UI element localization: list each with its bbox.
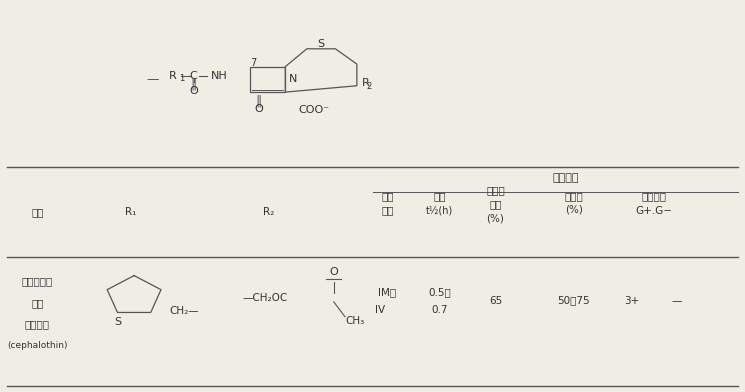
Text: O: O <box>254 103 263 114</box>
Text: 头孢咀吱: 头孢咀吱 <box>25 319 50 329</box>
Text: 3+: 3+ <box>624 296 639 306</box>
Text: 给药: 给药 <box>381 191 393 201</box>
Text: 第一代头孢: 第一代头孢 <box>22 276 53 286</box>
Text: 65: 65 <box>489 296 502 306</box>
Text: CH₃: CH₃ <box>345 316 364 327</box>
Text: 合率: 合率 <box>489 199 501 209</box>
Text: 蛋白结: 蛋白结 <box>486 185 505 195</box>
Text: 2: 2 <box>367 82 372 91</box>
Text: 0.7: 0.7 <box>431 305 448 315</box>
Text: O: O <box>329 267 338 278</box>
Text: C: C <box>190 71 197 81</box>
Text: (%): (%) <box>486 214 504 224</box>
Text: G+.G−: G+.G− <box>635 205 673 216</box>
Text: 1: 1 <box>179 74 184 83</box>
Text: R₂: R₂ <box>262 207 274 217</box>
Text: t½(h): t½(h) <box>426 205 453 216</box>
Text: O: O <box>189 86 198 96</box>
Text: 血清: 血清 <box>434 191 446 201</box>
Text: ‖: ‖ <box>191 78 197 91</box>
Text: IV: IV <box>375 305 385 315</box>
Text: NH: NH <box>211 71 227 81</box>
Text: 作用特点: 作用特点 <box>553 173 580 183</box>
Text: 50～75: 50～75 <box>557 296 590 306</box>
Text: S: S <box>114 317 121 327</box>
Text: 菌素: 菌素 <box>31 298 43 308</box>
Text: (%): (%) <box>565 205 583 215</box>
Text: 尿排泄: 尿排泄 <box>564 191 583 201</box>
Text: —: — <box>671 296 682 306</box>
Text: 酶稳定性: 酶稳定性 <box>641 191 667 201</box>
Text: R: R <box>362 78 370 88</box>
Text: CH₂—: CH₂— <box>170 306 200 316</box>
Text: R₁: R₁ <box>124 207 136 217</box>
Text: (cephalothin): (cephalothin) <box>7 341 68 350</box>
Text: 7: 7 <box>250 58 256 68</box>
Text: COO⁻: COO⁻ <box>299 105 329 115</box>
Text: —CH₂OC: —CH₂OC <box>242 293 288 303</box>
Text: 途径: 途径 <box>381 205 393 215</box>
Text: 药名: 药名 <box>31 207 43 217</box>
Text: IM，: IM， <box>378 287 396 297</box>
Text: R: R <box>169 71 177 81</box>
Text: —: — <box>147 73 159 86</box>
Text: S: S <box>317 39 325 49</box>
Text: 0.5～: 0.5～ <box>428 287 451 297</box>
Text: ‖: ‖ <box>256 94 261 107</box>
Text: N: N <box>289 74 297 84</box>
